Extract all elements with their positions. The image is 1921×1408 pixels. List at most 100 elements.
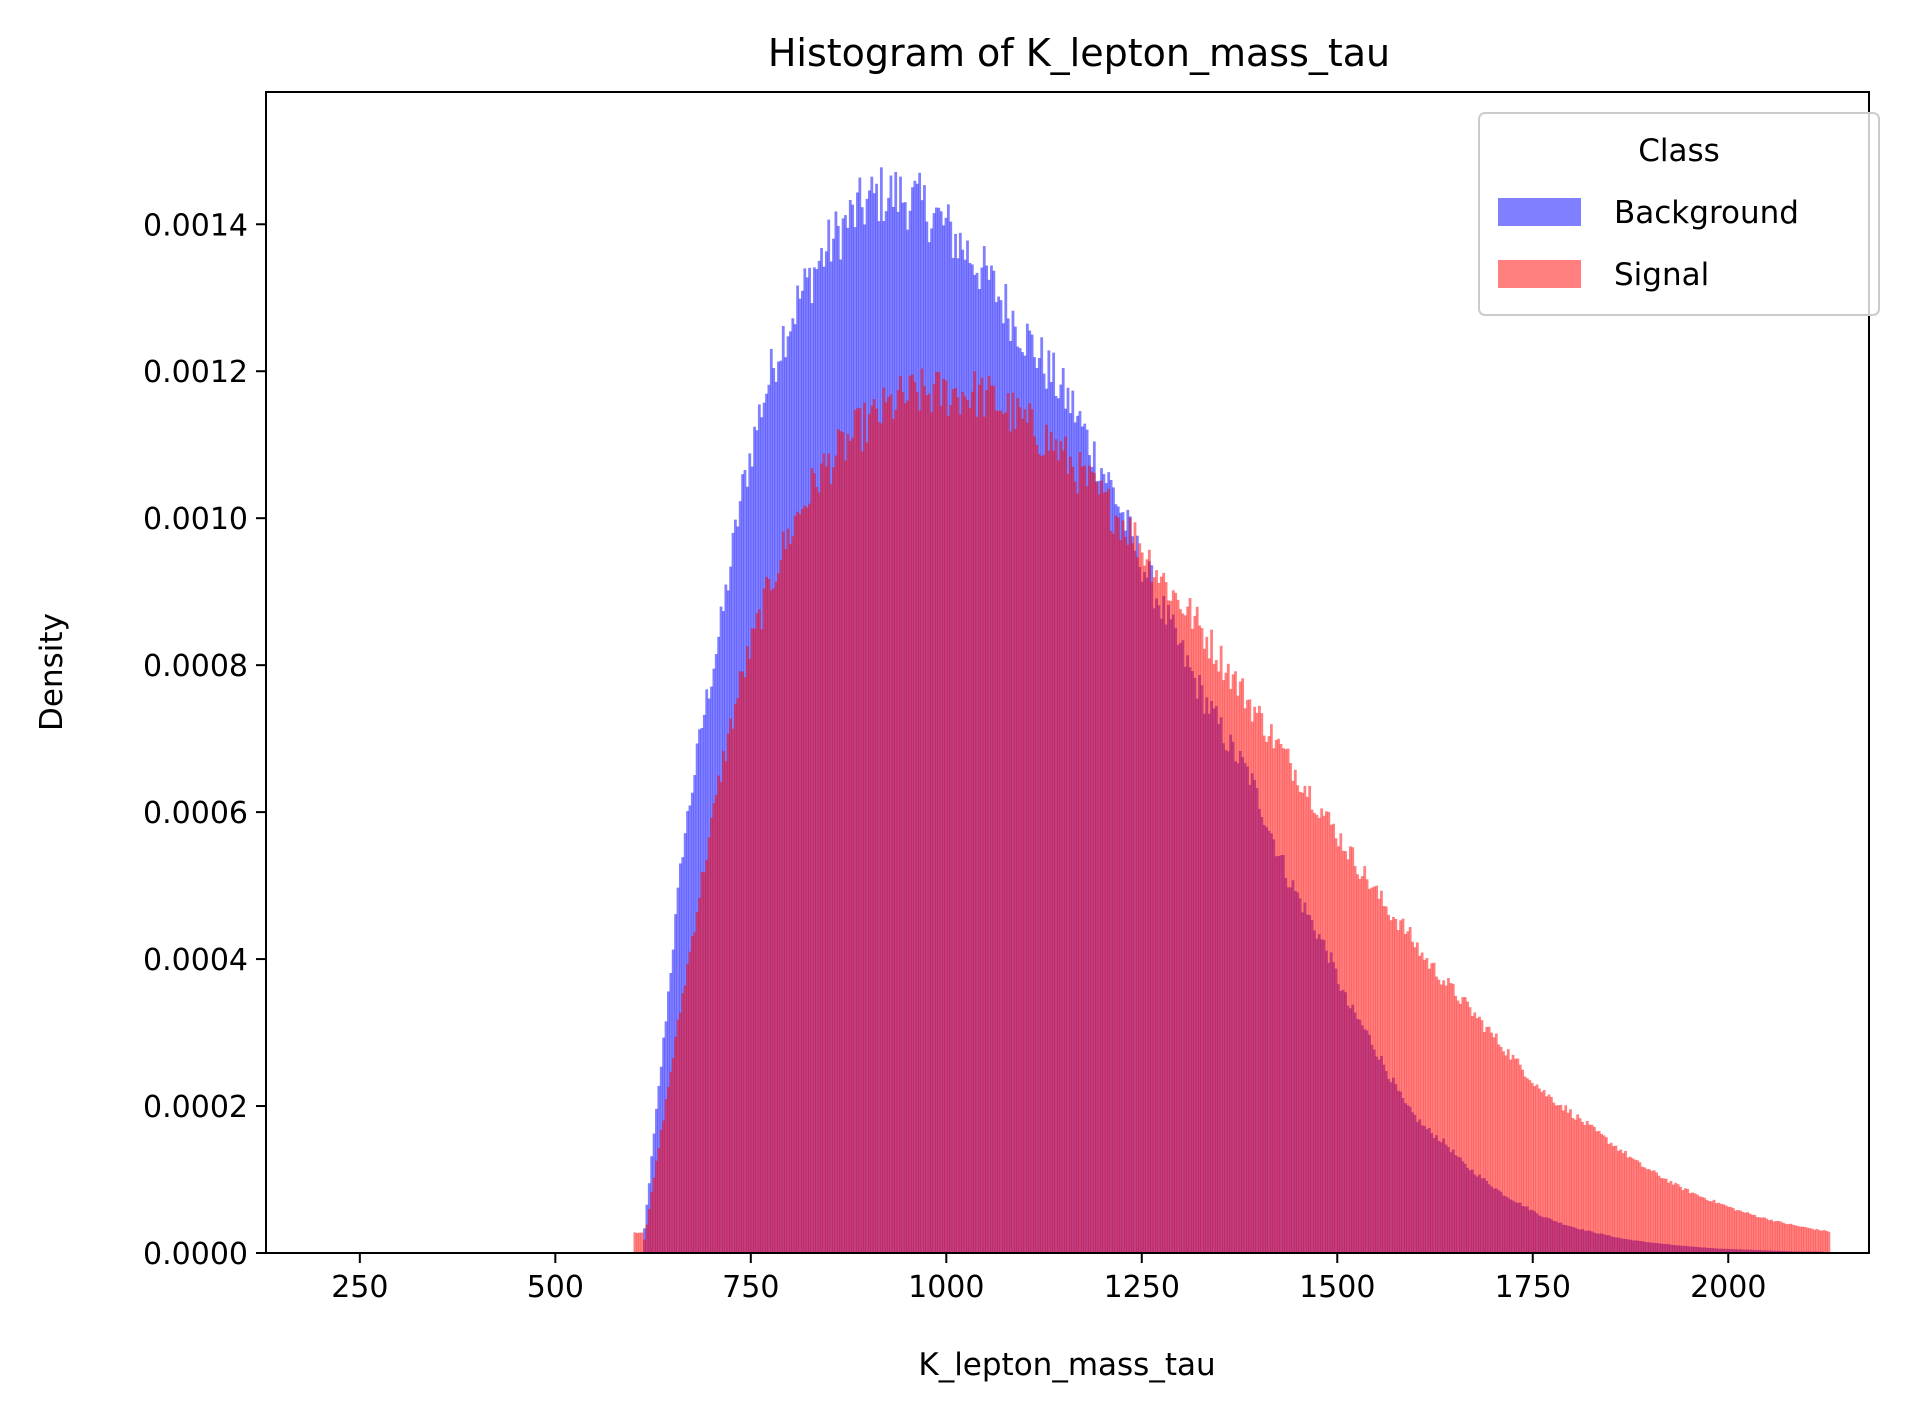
- histogram-bar: [760, 629, 764, 1253]
- histogram-bar: [1669, 1180, 1673, 1253]
- y-tick-label: 0.0012: [143, 355, 248, 390]
- histogram-bar: [1619, 1149, 1623, 1253]
- histogram-bar: [992, 385, 996, 1253]
- histogram-bar: [899, 376, 902, 1253]
- histogram-bar: [1284, 749, 1288, 1253]
- histogram-bar: [1033, 436, 1036, 1253]
- histogram-bar: [1384, 906, 1388, 1253]
- histogram-bar: [1037, 454, 1041, 1254]
- histogram-bar: [717, 775, 721, 1253]
- histogram-bar: [705, 860, 709, 1253]
- histogram-bar: [1573, 1119, 1577, 1253]
- histogram-bar: [1808, 1228, 1812, 1253]
- histogram-bar: [1016, 398, 1020, 1253]
- histogram-bar: [796, 511, 800, 1253]
- histogram-bar: [844, 460, 847, 1254]
- histogram-bar: [1600, 1133, 1603, 1253]
- histogram-bar: [1715, 1203, 1718, 1253]
- histogram-bar: [1339, 833, 1343, 1253]
- histogram-bar: [863, 402, 867, 1253]
- histogram-bar: [1191, 628, 1194, 1253]
- histogram-bar: [1169, 600, 1173, 1253]
- histogram-bar: [1794, 1225, 1797, 1253]
- histogram-bar: [640, 1232, 644, 1253]
- histogram-bar: [1784, 1223, 1788, 1253]
- histogram-bar: [1449, 983, 1453, 1253]
- histogram-bar: [1631, 1158, 1635, 1253]
- histogram-bar: [1782, 1222, 1785, 1253]
- histogram-bar: [1442, 980, 1446, 1253]
- histogram-bar: [946, 415, 950, 1253]
- histogram-bar: [882, 387, 886, 1253]
- histogram-bar: [726, 733, 730, 1253]
- histogram-bar: [1736, 1209, 1740, 1253]
- histogram-bar: [1133, 522, 1137, 1253]
- histogram-bar: [767, 578, 771, 1253]
- histogram-bar: [1219, 645, 1223, 1253]
- histogram-bar: [681, 993, 685, 1253]
- histogram-bar: [1205, 636, 1209, 1253]
- histogram-bar: [896, 390, 900, 1253]
- y-tick-label: 0.0014: [143, 208, 248, 243]
- histogram-bar: [1638, 1162, 1642, 1253]
- histogram-bar: [877, 421, 881, 1253]
- histogram-bar: [1332, 823, 1335, 1253]
- histogram-bar: [1518, 1064, 1522, 1253]
- histogram-bar: [1813, 1229, 1816, 1253]
- histogram-bar: [1657, 1175, 1661, 1253]
- histogram-bar: [891, 418, 895, 1253]
- histogram-bar: [1104, 491, 1108, 1253]
- histogram-bar: [851, 437, 855, 1253]
- histogram-bar: [1526, 1078, 1529, 1253]
- histogram-bar: [961, 391, 965, 1254]
- histogram-bar: [812, 473, 816, 1253]
- histogram-bar: [731, 728, 735, 1253]
- series-signal: [633, 368, 1831, 1254]
- histogram-bar: [1387, 914, 1391, 1253]
- histogram-bar: [1071, 466, 1075, 1253]
- histogram-bar: [1195, 606, 1199, 1253]
- histogram-bar: [1305, 796, 1309, 1253]
- histogram-bar: [822, 453, 826, 1254]
- histogram-bar: [1277, 738, 1280, 1253]
- histogram-bar: [1626, 1157, 1630, 1253]
- histogram-bar: [652, 1177, 656, 1253]
- x-tick-label: 1000: [908, 1270, 984, 1305]
- histogram-bar: [935, 372, 938, 1254]
- histogram-bar: [683, 985, 687, 1253]
- histogram-bar: [1583, 1124, 1587, 1253]
- x-tick-label: 250: [331, 1270, 388, 1305]
- histogram-bar: [1502, 1051, 1505, 1253]
- histogram-bar: [1497, 1044, 1501, 1253]
- histogram-bar: [1530, 1082, 1534, 1253]
- histogram-bar: [901, 392, 905, 1253]
- histogram-bar: [1392, 916, 1395, 1253]
- histogram-bar: [1509, 1059, 1513, 1253]
- histogram-bar: [1581, 1121, 1584, 1253]
- legend-entries: Background Signal: [1498, 195, 1799, 293]
- histogram-bar: [1427, 968, 1431, 1253]
- histogram-bar: [650, 1191, 654, 1253]
- histogram-bar: [647, 1209, 651, 1253]
- histogram-bar: [1289, 763, 1292, 1253]
- histogram-bar: [1571, 1118, 1575, 1253]
- histogram-bar: [1073, 481, 1077, 1254]
- histogram-bar: [1265, 741, 1268, 1253]
- histogram-bar: [1136, 557, 1139, 1253]
- histogram-bar: [700, 871, 704, 1253]
- histogram-bar: [1052, 450, 1056, 1254]
- histogram-bar: [1344, 851, 1347, 1253]
- histogram-bar: [1765, 1218, 1769, 1253]
- histogram-bar: [664, 1099, 668, 1253]
- histogram-bar: [1540, 1091, 1544, 1253]
- histogram-bar: [908, 375, 912, 1253]
- histogram-bar: [1162, 572, 1166, 1253]
- histogram-bar: [827, 453, 831, 1254]
- histogram-bar: [894, 409, 898, 1254]
- histogram-bar: [1655, 1172, 1659, 1253]
- histogram-bar: [1351, 847, 1355, 1253]
- histogram-bar: [1588, 1124, 1592, 1253]
- histogram-bar: [714, 794, 718, 1253]
- histogram-bar: [734, 703, 737, 1253]
- histogram-bar: [1095, 482, 1099, 1253]
